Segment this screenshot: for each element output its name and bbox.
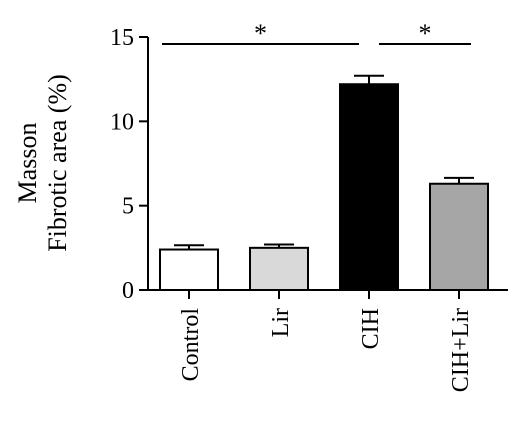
y-tick-label: 0 xyxy=(122,278,134,304)
x-tick-label: Control xyxy=(178,308,204,382)
y-tick-label: 5 xyxy=(122,194,134,220)
x-tick-label: CIH+Lir xyxy=(448,308,474,392)
bars-group xyxy=(159,74,489,292)
bar-lir xyxy=(249,246,309,291)
significance-annotations: * * xyxy=(162,19,471,48)
y-axis-title-line-2: Fibrotic area (%) xyxy=(43,74,72,252)
y-axis-ticks: 0 5 10 15 xyxy=(110,25,148,304)
x-tick-label: Lir xyxy=(268,308,294,337)
significance-star: * xyxy=(254,19,267,48)
x-axis-labels: Control Lir CIH CIH+Lir xyxy=(178,290,474,392)
y-tick-label: 10 xyxy=(110,109,134,135)
x-tick-label: CIH xyxy=(358,308,384,349)
bar-control xyxy=(159,248,219,292)
bar-cih xyxy=(339,83,399,291)
y-axis-title-line-1: Masson xyxy=(13,123,42,204)
y-tick-label: 15 xyxy=(110,25,134,51)
bar-cih-lir xyxy=(429,182,489,292)
significance-star: * xyxy=(419,19,432,48)
